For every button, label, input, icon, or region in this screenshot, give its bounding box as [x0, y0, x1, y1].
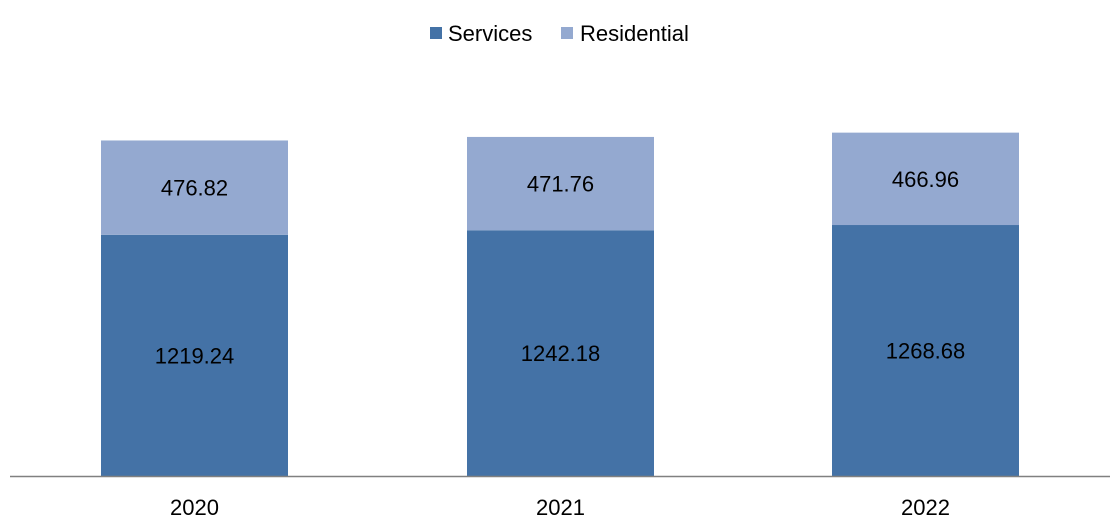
bar-group [101, 132, 1019, 476]
bar-residential-2020 [101, 140, 288, 235]
data-label-residential-2020: 476.82 [161, 176, 228, 201]
bar-services-2022 [832, 225, 1019, 476]
chart-legend: Services Residential [430, 21, 689, 46]
data-labels: 1219.24 476.82 1242.18 471.76 1268.68 466.96 [155, 167, 966, 369]
legend-swatch-residential [561, 27, 573, 39]
legend-label-services: Services [448, 21, 532, 46]
bar-services-2020 [101, 234, 288, 476]
data-label-services-2021: 1242.18 [521, 341, 601, 366]
bar-services-2021 [467, 230, 654, 476]
data-label-residential-2021: 471.76 [527, 172, 594, 197]
bar-residential-2021 [467, 136, 654, 231]
category-label-2021: 2021 [536, 495, 585, 520]
data-label-services-2020: 1219.24 [155, 343, 235, 368]
category-labels: 2020 2021 2022 [170, 495, 950, 520]
legend-label-residential: Residential [580, 21, 689, 46]
legend-swatch-services [430, 27, 442, 39]
category-label-2022: 2022 [901, 495, 950, 520]
data-label-services-2022: 1268.68 [886, 339, 966, 364]
bar-residential-2022 [832, 132, 1019, 226]
data-label-residential-2022: 466.96 [892, 167, 959, 192]
category-label-2020: 2020 [170, 495, 219, 520]
